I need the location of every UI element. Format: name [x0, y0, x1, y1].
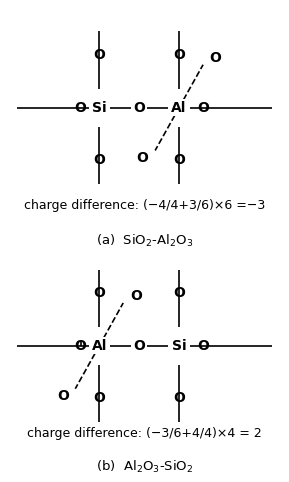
Text: O: O: [93, 48, 105, 62]
Text: O: O: [137, 150, 149, 165]
Text: Si: Si: [172, 339, 186, 353]
Text: (b)  $\mathregular{Al_2O_3}$-$\mathregular{SiO_2}$: (b) $\mathregular{Al_2O_3}$-$\mathregula…: [96, 459, 193, 475]
Text: Al: Al: [92, 339, 107, 353]
Text: O: O: [197, 101, 209, 115]
Text: O: O: [75, 101, 87, 115]
Text: O: O: [93, 153, 105, 167]
Text: O: O: [93, 286, 105, 300]
Text: O: O: [75, 339, 87, 353]
Text: Al: Al: [171, 101, 187, 115]
Text: O: O: [133, 101, 145, 115]
Text: O: O: [173, 48, 185, 62]
Text: O: O: [173, 391, 185, 405]
Text: O: O: [133, 339, 145, 353]
Text: O: O: [210, 51, 222, 65]
Text: O: O: [173, 286, 185, 300]
Text: charge difference: (−4/4+3/6)×6 =−3: charge difference: (−4/4+3/6)×6 =−3: [24, 199, 265, 212]
Text: O: O: [93, 391, 105, 405]
Text: O: O: [57, 389, 69, 403]
Text: O: O: [173, 153, 185, 167]
Text: charge difference: (−3/6+4/4)×4 = 2: charge difference: (−3/6+4/4)×4 = 2: [27, 428, 262, 441]
Text: O: O: [197, 339, 209, 353]
Text: (a)  $\mathregular{SiO_2}$-$\mathregular{Al_2O_3}$: (a) $\mathregular{SiO_2}$-$\mathregular{…: [96, 233, 193, 249]
Text: O: O: [130, 289, 142, 303]
Text: Si: Si: [92, 101, 107, 115]
